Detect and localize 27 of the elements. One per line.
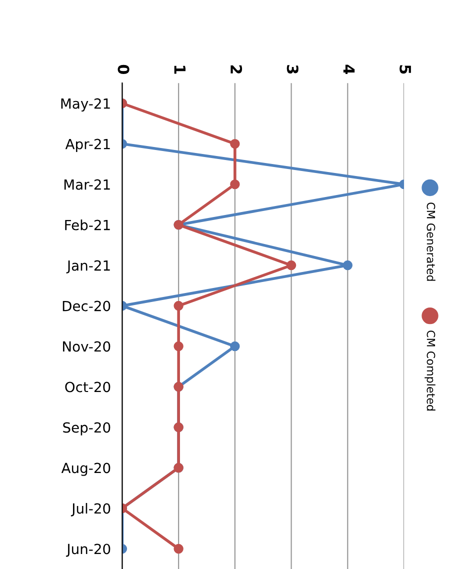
point bbox=[230, 179, 240, 190]
point bbox=[230, 341, 240, 352]
x-tick-label: 5 bbox=[400, 65, 411, 74]
legend-label: CM Completed bbox=[424, 330, 436, 410]
point bbox=[174, 300, 184, 311]
y-tick-label: Sep-20 bbox=[63, 422, 110, 436]
y-tick-label: Mar-21 bbox=[64, 179, 110, 190]
y-tick-label: Dec-20 bbox=[62, 300, 110, 312]
y-tick-label: Feb-21 bbox=[65, 220, 110, 230]
x-tick-label: 4 bbox=[343, 64, 355, 74]
y-tick-label: Jan-21 bbox=[66, 260, 110, 274]
x-tick-label: 3 bbox=[286, 65, 298, 74]
point bbox=[174, 544, 184, 554]
y-tick-label: Jul-20 bbox=[70, 502, 110, 516]
y-tick-label: Apr-21 bbox=[65, 138, 110, 152]
y-tick-label: Jun-20 bbox=[66, 544, 110, 557]
y-tick-label: Oct-20 bbox=[65, 382, 110, 392]
y-tick-label: Aug-20 bbox=[61, 462, 110, 476]
x-tick-label: 2 bbox=[230, 65, 242, 74]
point bbox=[174, 341, 184, 352]
x-tick-label: 1 bbox=[174, 66, 186, 74]
x-tick-label: 0 bbox=[118, 64, 130, 74]
y-tick-label: Nov-20 bbox=[63, 341, 110, 352]
point bbox=[286, 260, 296, 270]
y-tick-label: May-21 bbox=[61, 98, 110, 112]
legend-label: CM Generated bbox=[426, 202, 436, 281]
point bbox=[230, 138, 240, 149]
